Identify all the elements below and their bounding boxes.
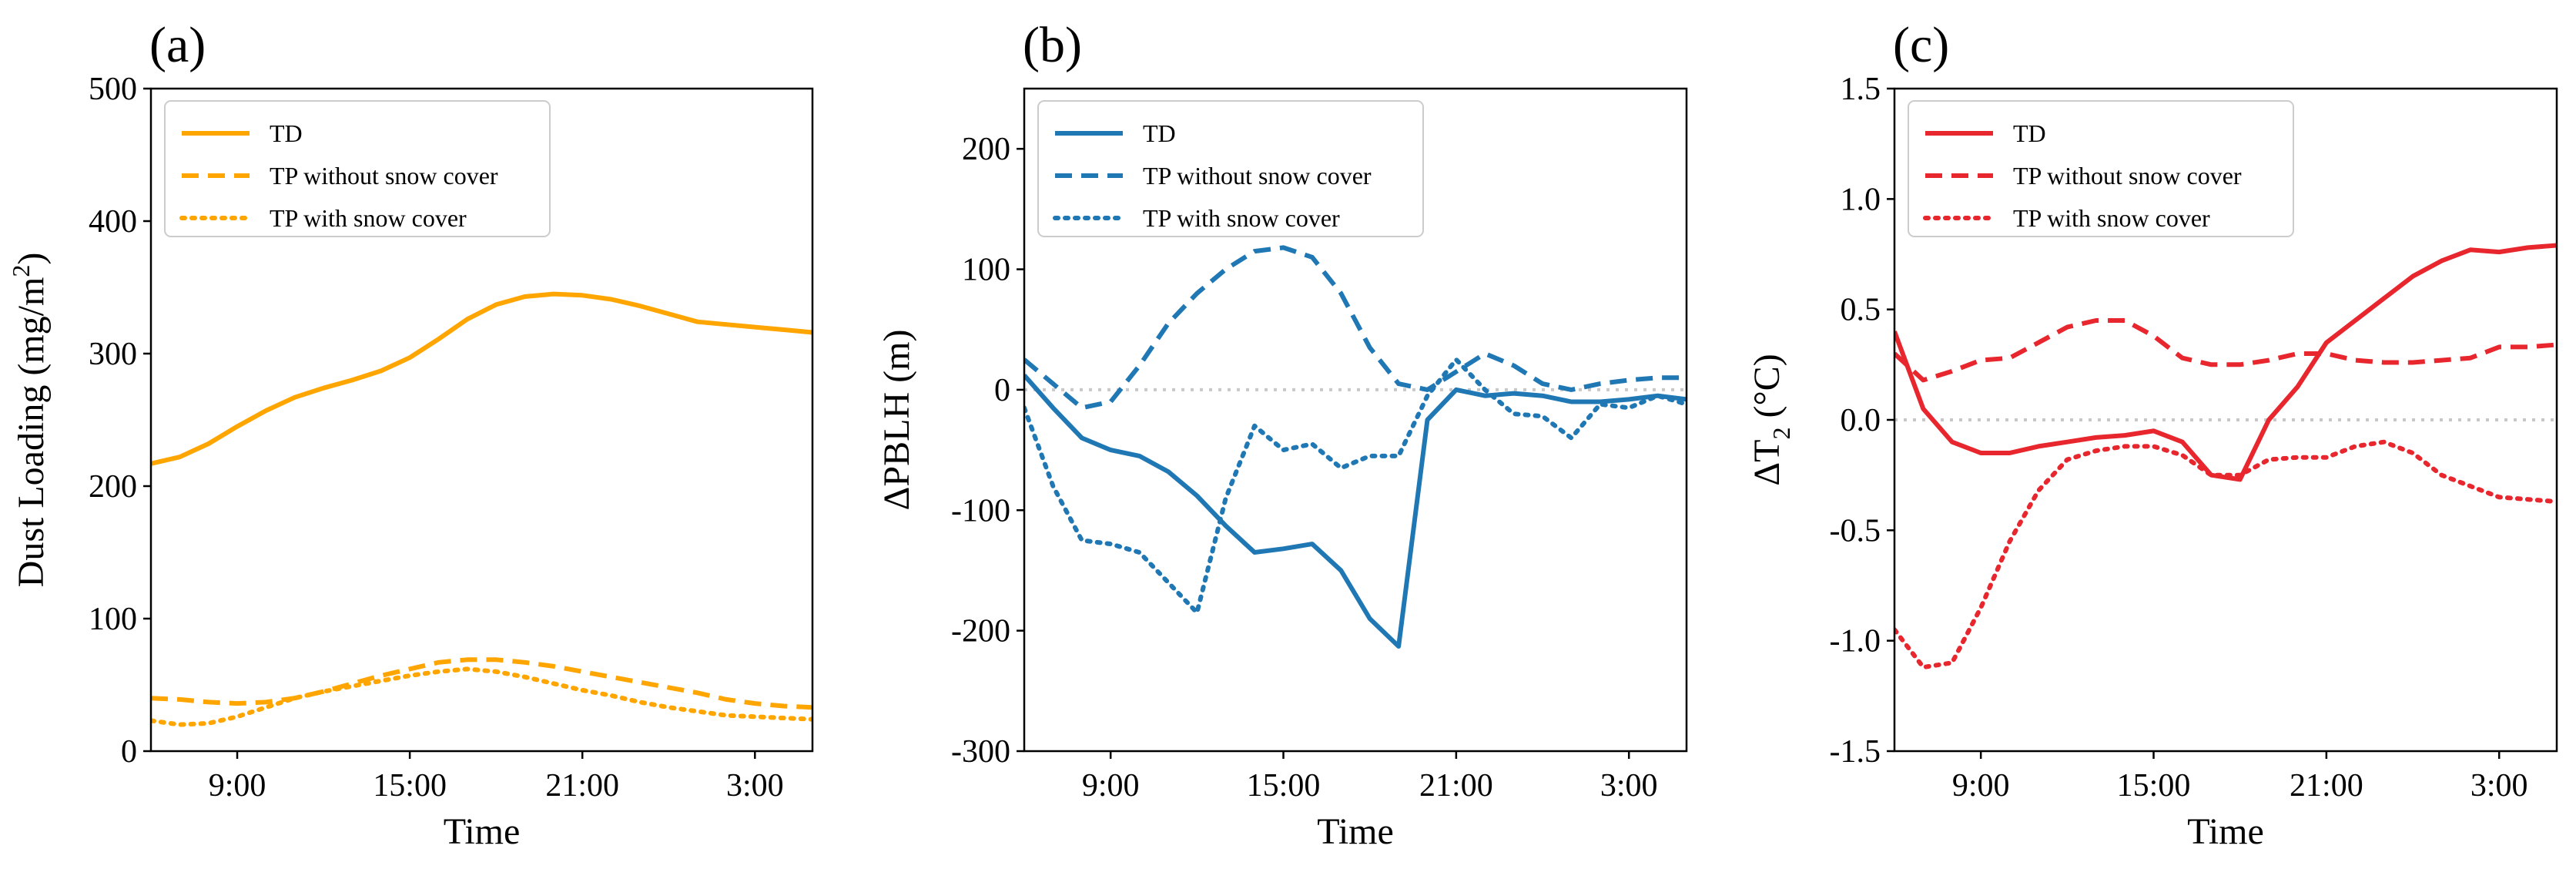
x-tick-label: 9:00 [209, 768, 266, 804]
series-line-dotted [1024, 357, 1687, 616]
y-tick-label: -300 [951, 734, 1010, 770]
x-tick-label: 9:00 [1082, 768, 1140, 804]
y-tick-label: 0.5 [1841, 293, 1881, 328]
x-tick-label: 21:00 [2290, 768, 2363, 804]
series-line-solid [151, 291, 812, 466]
y-tick-label: -1.0 [1830, 624, 1881, 659]
legend-label: TP without snow cover [270, 162, 498, 190]
y-tick-label: 400 [89, 204, 137, 240]
y-tick-label: -1.5 [1830, 734, 1881, 770]
x-axis-label: Time [444, 811, 521, 852]
x-tick-label: 3:00 [2470, 768, 2528, 804]
y-tick-label: 1.0 [1841, 182, 1881, 217]
legend-box [1037, 100, 1424, 237]
y-tick-label: 200 [962, 132, 1010, 167]
legend-box [164, 100, 551, 237]
x-tick-label: 15:00 [373, 768, 447, 804]
y-tick-label: 0 [121, 734, 137, 770]
series-line-solid [1024, 374, 1687, 649]
legend-label: TD [1143, 119, 1176, 147]
legend-label: TP with snow cover [2013, 204, 2210, 232]
y-tick-label: 0 [994, 373, 1010, 408]
legend-label: TD [2013, 119, 2046, 147]
panel-1: (a) 0 100 200 300 400 500 9:00 15:00 21:00 3:00 Tim… [7, 17, 814, 852]
axes-frame [149, 87, 814, 753]
y-tick-label: 200 [89, 469, 137, 505]
legend: TD TP without snow cover TP with snow cove… [1037, 100, 1424, 237]
legend-label: TP without snow cover [1143, 162, 1372, 190]
x-tick-label: 3:00 [1600, 768, 1658, 804]
y-tick-label: 100 [962, 253, 1010, 288]
legend-label: TP without snow cover [2013, 162, 2242, 190]
legend: TD TP without snow cover TP with snow cove… [1908, 100, 2294, 237]
x-tick-label: 3:00 [726, 768, 784, 804]
series-line-dotted [151, 666, 812, 727]
y-tick-label: 0.0 [1841, 403, 1881, 438]
y-tick-label: 500 [89, 72, 137, 107]
panel-label: (c) [1893, 17, 1949, 73]
y-tick-label: -0.5 [1830, 513, 1881, 549]
x-tick-label: 21:00 [1419, 768, 1493, 804]
x-tick-label: 15:00 [2117, 768, 2191, 804]
x-tick-label: 9:00 [1952, 768, 2010, 804]
legend-label: TP with snow cover [1143, 204, 1340, 232]
legend-box [1908, 100, 2294, 237]
y-tick-label: 100 [89, 602, 137, 637]
y-tick-label: -100 [951, 493, 1010, 528]
x-tick-label: 15:00 [1247, 768, 1321, 804]
legend: TD TP without snow cover TP with snow cove… [164, 100, 551, 237]
y-axis-label: Dust Loading (mg/m2) [7, 253, 52, 588]
y-tick-label: -200 [951, 614, 1010, 649]
series-line-solid [1894, 243, 2557, 482]
x-axis-label: Time [1317, 811, 1394, 852]
series-line-dotted [1894, 439, 2557, 670]
y-axis-label: ΔT2 (°C) [1747, 354, 1795, 485]
panel-label: (a) [149, 17, 206, 73]
legend-label: TD [270, 119, 303, 147]
panel-3: (c) -1.5 -1.0 -0.5 0.0 0.5 1.0 1.5 9:00 15:00 21:0… [1747, 17, 2558, 852]
series-line-dashed [151, 657, 812, 710]
x-tick-label: 21:00 [545, 768, 619, 804]
panel-2: (b) -300 -200 -100 0 100 200 9:00 15:00 21:00 3:00… [876, 17, 1688, 852]
axes-frame [1023, 87, 1688, 753]
y-tick-label: 1.5 [1841, 72, 1881, 107]
series-line-dashed [1894, 318, 2557, 383]
x-axis-label: Time [2187, 811, 2264, 852]
panel-label: (b) [1023, 17, 1082, 73]
series-line-dashed [1024, 245, 1687, 411]
y-tick-label: 300 [89, 337, 137, 372]
y-axis-label: ΔPBLH (m) [876, 330, 917, 511]
legend-label: TP with snow cover [270, 204, 467, 232]
